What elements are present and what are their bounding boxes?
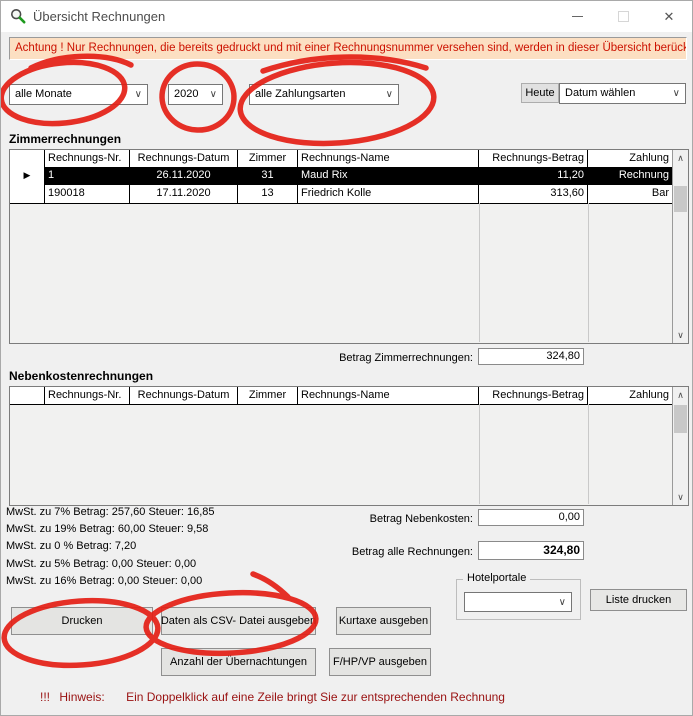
vat-line: MwSt. zu 19% Betrag: 60,00 Steuer: 9,58 [6,523,209,536]
side-total-field[interactable]: 0,00 [478,509,584,526]
chevron-down-icon: ∨ [209,89,217,100]
chevron-down-icon: ∨ [558,597,566,608]
room-grid-scrollbar[interactable]: ∧ ∨ [672,150,688,343]
magnifier-icon [10,8,26,24]
scrollbar-thumb[interactable] [674,405,687,433]
scrollbar-thumb[interactable] [674,186,687,212]
grand-total-field[interactable]: 324,80 [478,541,584,560]
close-icon: ✕ [663,9,675,24]
side-grid-scrollbar[interactable]: ∧ ∨ [672,387,688,505]
payment-filter-value: alle Zahlungsarten [255,88,346,100]
cell-datum: 17.11.2020 [130,185,238,203]
cell-name: Friedrich Kolle [298,185,479,203]
scroll-down-icon[interactable]: ∨ [677,491,684,502]
hotel-portals-label: Hotelportale [463,572,531,584]
scroll-up-icon[interactable]: ∧ [677,152,684,163]
cell-betrag: 11,20 [479,167,588,185]
side-grid-header: Rechnungs-Nr. Rechnungs-Datum Zimmer Rec… [10,387,672,405]
print-list-button[interactable]: Liste drucken [590,589,687,611]
room-grid-header: Rechnungs-Nr. Rechnungs-Datum Zimmer Rec… [10,150,672,168]
column-divider [479,404,480,504]
warning-banner: Achtung ! Nur Rechnungen, die bereits ge… [9,37,687,60]
payment-filter-select[interactable]: alle Zahlungsarten ∨ [249,84,399,105]
cell-zahlung: Bar [651,187,669,199]
vat-line: MwSt. zu 16% Betrag: 0,00 Steuer: 0,00 [6,574,203,587]
hotel-portals-groupbox: Hotelportale [456,572,581,620]
title-bar: Übersicht Rechnungen ✕ [1,1,692,32]
header-rechnungs-name[interactable]: Rechnungs-Name [298,150,479,167]
cell-zahlung: Rechnung [588,167,672,185]
room-total-field[interactable]: 324,80 [478,348,584,365]
room-total-label: Betrag Zimmerrechnungen: [339,352,473,364]
marker-stroke [250,571,291,600]
header-zahlung[interactable]: Zahlung [629,152,669,164]
hint-bang: !!! [40,690,51,704]
minimize-button[interactable] [554,1,600,32]
kurtaxe-button[interactable]: Kurtaxe ausgeben [336,607,431,635]
table-row[interactable]: ▶ 1 26.11.2020 31 Maud Rix 11,20 Rechnun… [10,167,672,186]
side-invoices-grid: Rechnungs-Nr. Rechnungs-Datum Zimmer Rec… [9,386,689,506]
year-filter-select[interactable]: 2020 ∨ [168,84,223,105]
cell-name: Maud Rix [298,167,479,185]
row-marker-icon: ▶ [10,167,45,185]
csv-export-button[interactable]: Daten als CSV- Datei ausgeben [161,607,316,635]
cell-nr: 1 [45,167,130,185]
side-total-label: Betrag Nebenkosten: [369,513,473,525]
date-select-value: Datum wählen [565,87,636,99]
header-row-selector [10,150,45,167]
hotel-portals-select[interactable]: ∨ [464,592,572,612]
vat-line: MwSt. zu 0 % Betrag: 7,20 [6,540,137,553]
print-button[interactable]: Drucken [11,607,153,635]
date-select[interactable]: Datum wählen ∨ [559,83,686,104]
header-rechnungs-name[interactable]: Rechnungs-Name [298,387,479,404]
scroll-down-icon[interactable]: ∨ [677,329,684,340]
room-invoices-grid: Rechnungs-Nr. Rechnungs-Datum Zimmer Rec… [9,149,689,344]
header-zahlung[interactable]: Zahlung [629,389,669,401]
hint-label: Hinweis: [59,690,105,704]
chevron-down-icon: ∨ [134,89,142,100]
month-filter-select[interactable]: alle Monate ∨ [9,84,148,105]
header-rechnungs-betrag[interactable]: Rechnungs-Betrag [479,387,588,404]
table-row[interactable]: 190018 17.11.2020 13 Friedrich Kolle 313… [10,185,672,204]
grand-total-label: Betrag alle Rechnungen: [351,546,473,558]
maximize-button[interactable] [600,1,646,32]
minimize-icon [571,16,583,17]
column-divider [479,203,480,342]
cell-nr: 190018 [45,185,130,203]
header-zimmer[interactable]: Zimmer [238,387,298,404]
cell-zimmer: 31 [238,167,298,185]
cell-betrag: 313,60 [479,185,588,203]
close-button[interactable]: ✕ [646,1,692,32]
vat-line: MwSt. zu 7% Betrag: 257,60 Steuer: 16,85 [6,506,215,518]
maximize-icon [617,11,629,22]
header-zimmer[interactable]: Zimmer [238,150,298,167]
scroll-up-icon[interactable]: ∧ [677,389,684,400]
hint-body: Ein Doppelklick auf eine Zeile bringt Si… [126,690,505,704]
today-button[interactable]: Heute [521,83,559,103]
header-rechnungs-nr[interactable]: Rechnungs-Nr. [45,150,130,167]
room-invoices-title: Zimmerrechnungen [9,132,122,146]
year-filter-value: 2020 [174,88,199,100]
chevron-down-icon: ∨ [672,88,680,99]
column-divider [588,404,589,504]
hint-text: !!! Hinweis: Ein Doppelklick auf eine Ze… [40,690,505,704]
window-title: Übersicht Rechnungen [33,9,166,24]
month-filter-value: alle Monate [15,88,72,100]
chevron-down-icon: ∨ [385,89,393,100]
vat-line: MwSt. zu 5% Betrag: 0,00 Steuer: 0,00 [6,557,197,570]
board-output-button[interactable]: F/HP/VP ausgeben [329,648,431,676]
cell-zimmer: 13 [238,185,298,203]
header-rechnungs-nr[interactable]: Rechnungs-Nr. [45,387,130,404]
vat-summary: MwSt. zu 7% Betrag: 257,60 Steuer: 16,85… [6,504,215,590]
side-invoices-title: Nebenkostenrechnungen [9,369,154,383]
cell-datum: 26.11.2020 [130,167,238,185]
row-selector [10,185,45,203]
column-divider [588,203,589,342]
header-row-selector [10,387,45,404]
header-rechnungs-datum[interactable]: Rechnungs-Datum [130,150,238,167]
header-rechnungs-datum[interactable]: Rechnungs-Datum [130,387,238,404]
nights-count-button[interactable]: Anzahl der Übernachtungen [161,648,316,676]
header-rechnungs-betrag[interactable]: Rechnungs-Betrag [479,150,588,167]
